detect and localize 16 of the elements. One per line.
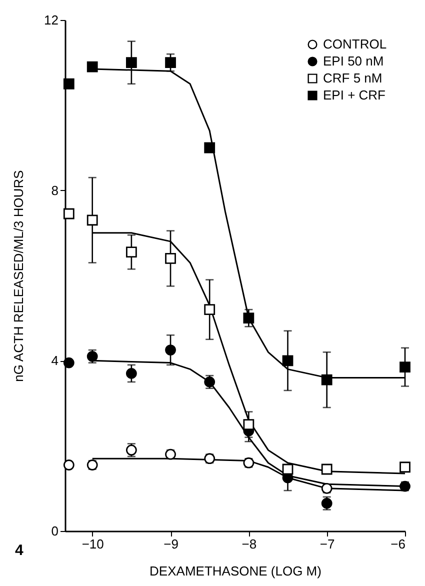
x-tick-label: −6 xyxy=(390,536,406,552)
y-tick-label: 0 xyxy=(51,524,58,538)
x-tick-label: −10 xyxy=(82,536,104,552)
y-tick-label: 4 xyxy=(51,353,58,368)
legend-label: CRF 5 nM xyxy=(323,70,382,86)
y-tick-label: 12 xyxy=(44,12,58,28)
x-tick-label: −8 xyxy=(242,536,257,552)
x-tick-label: −9 xyxy=(164,536,178,552)
legend-label: CONTROL xyxy=(323,36,387,52)
y-axis-title: nG ACTH RELEASED/ML/3 HOURS xyxy=(11,170,26,382)
y-tick-label: 8 xyxy=(51,182,58,198)
legend-label: EPI 50 nM xyxy=(323,54,384,68)
x-axis-title: DEXAMETHASONE (LOG M) xyxy=(150,564,322,578)
legend-label: EPI + CRF xyxy=(323,88,386,102)
x-tick-label: −7 xyxy=(320,536,335,552)
text: 4 xyxy=(15,542,24,559)
